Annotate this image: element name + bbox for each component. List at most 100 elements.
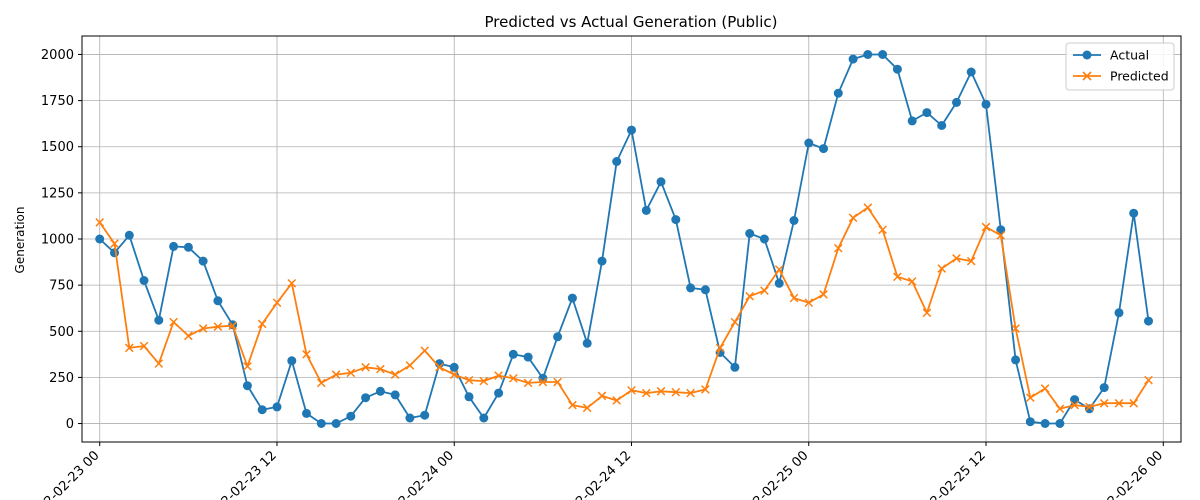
data-point-actual bbox=[656, 177, 666, 187]
legend-marker-predicted bbox=[1082, 71, 1092, 81]
data-point-predicted bbox=[878, 225, 887, 235]
data-point-predicted bbox=[198, 324, 208, 333]
data-point-actual bbox=[641, 205, 651, 215]
data-point-predicted bbox=[627, 385, 636, 395]
data-point-predicted bbox=[110, 239, 119, 248]
data-point-actual bbox=[1099, 383, 1109, 393]
x-tick-label: 2022-02-26 00 bbox=[1087, 448, 1166, 500]
x-axis: 2022-02-23 00 2022-02-23 12 2022-02-24 00 2… bbox=[24, 442, 1166, 500]
data-point-predicted bbox=[1011, 324, 1020, 333]
legend-label-predicted: Predicted bbox=[1110, 69, 1169, 84]
y-axis-label: Generation bbox=[13, 207, 27, 274]
data-point-predicted bbox=[508, 374, 518, 383]
data-point-actual bbox=[183, 242, 193, 252]
legend-item-predicted: Predicted bbox=[1073, 69, 1169, 84]
data-point-predicted bbox=[287, 278, 297, 288]
data-point-predicted bbox=[612, 396, 622, 405]
data-point-actual bbox=[1114, 308, 1124, 318]
data-point-predicted bbox=[907, 277, 917, 286]
data-point-actual bbox=[878, 50, 888, 59]
data-point-predicted bbox=[833, 243, 843, 253]
data-point-predicted bbox=[863, 203, 873, 212]
series-actual bbox=[95, 50, 1153, 428]
data-point-predicted bbox=[494, 371, 503, 380]
data-point-actual bbox=[700, 285, 710, 295]
y-tick-label: 1750 bbox=[41, 94, 74, 109]
data-point-actual bbox=[494, 388, 504, 398]
data-point-predicted bbox=[449, 370, 459, 379]
y-tick-label: 0 bbox=[66, 417, 74, 432]
y-tick-label: 1250 bbox=[41, 186, 74, 201]
data-point-predicted bbox=[981, 222, 991, 232]
x-tick-label: 2022-02-25 00 bbox=[733, 448, 812, 500]
data-point-actual bbox=[833, 88, 843, 98]
data-point-actual bbox=[346, 411, 356, 421]
data-point-actual bbox=[272, 402, 282, 412]
data-point-actual bbox=[1011, 355, 1021, 365]
y-axis: 0 250 500 750 1000 1250 1500 1750 2000 bbox=[41, 48, 82, 432]
data-point-predicted bbox=[1040, 384, 1050, 393]
data-point-predicted bbox=[701, 385, 710, 394]
data-point-actual bbox=[759, 234, 769, 244]
data-point-predicted bbox=[1025, 393, 1035, 403]
legend-item-actual: Actual bbox=[1073, 48, 1149, 63]
data-point-predicted bbox=[331, 370, 341, 379]
data-point-predicted bbox=[1129, 398, 1139, 408]
y-tick-label: 500 bbox=[49, 325, 74, 340]
data-point-actual bbox=[952, 97, 961, 107]
data-point-predicted bbox=[184, 331, 193, 341]
data-point-actual bbox=[1025, 417, 1035, 427]
data-point-actual bbox=[745, 229, 755, 238]
data-point-predicted bbox=[745, 291, 755, 301]
y-tick-label: 250 bbox=[49, 371, 74, 386]
data-point-actual bbox=[390, 390, 400, 400]
data-point-actual bbox=[789, 216, 799, 225]
data-point-actual bbox=[966, 67, 976, 77]
series-predicted bbox=[95, 203, 1153, 414]
data-point-actual bbox=[774, 278, 784, 288]
data-point-predicted bbox=[139, 341, 149, 351]
data-point-actual bbox=[302, 408, 311, 418]
data-point-predicted bbox=[361, 362, 370, 372]
data-point-predicted bbox=[597, 391, 607, 401]
data-point-predicted bbox=[656, 386, 666, 396]
data-point-actual bbox=[331, 419, 341, 428]
data-point-actual bbox=[612, 157, 622, 166]
data-point-predicted bbox=[523, 378, 533, 388]
data-point-predicted bbox=[922, 308, 932, 318]
data-point-actual bbox=[242, 381, 252, 391]
data-point-actual bbox=[124, 230, 134, 240]
data-point-actual bbox=[804, 138, 814, 148]
data-point-actual bbox=[316, 419, 326, 428]
series-layer bbox=[95, 50, 1153, 428]
data-point-predicted bbox=[789, 293, 799, 303]
data-point-predicted bbox=[686, 388, 695, 398]
data-point-predicted bbox=[538, 377, 548, 387]
grid-layer bbox=[82, 36, 1181, 442]
data-point-predicted bbox=[420, 346, 430, 355]
data-point-predicted bbox=[804, 298, 814, 307]
data-point-actual bbox=[1055, 419, 1065, 428]
legend: Actual Predicted bbox=[1065, 42, 1175, 91]
data-point-actual bbox=[287, 356, 297, 366]
data-point-predicted bbox=[435, 362, 444, 372]
data-point-actual bbox=[819, 144, 828, 154]
x-tick-label: 2022-02-23 12 bbox=[201, 448, 280, 500]
data-point-predicted bbox=[1099, 398, 1109, 408]
data-point-predicted bbox=[316, 378, 326, 388]
data-point-predicted bbox=[169, 317, 178, 327]
data-point-predicted bbox=[730, 317, 740, 327]
data-point-actual bbox=[464, 392, 474, 402]
data-point-predicted bbox=[213, 322, 223, 331]
data-point-actual bbox=[375, 386, 385, 396]
data-point-predicted bbox=[390, 370, 400, 379]
data-point-predicted bbox=[1144, 375, 1153, 385]
legend-marker-actual bbox=[1082, 50, 1092, 60]
data-point-actual bbox=[567, 293, 577, 303]
data-point-predicted bbox=[124, 343, 134, 353]
data-point-predicted bbox=[893, 272, 902, 282]
data-point-actual bbox=[449, 362, 459, 372]
data-point-predicted bbox=[937, 264, 947, 273]
data-point-actual bbox=[1040, 419, 1050, 428]
data-point-actual bbox=[1129, 208, 1139, 218]
